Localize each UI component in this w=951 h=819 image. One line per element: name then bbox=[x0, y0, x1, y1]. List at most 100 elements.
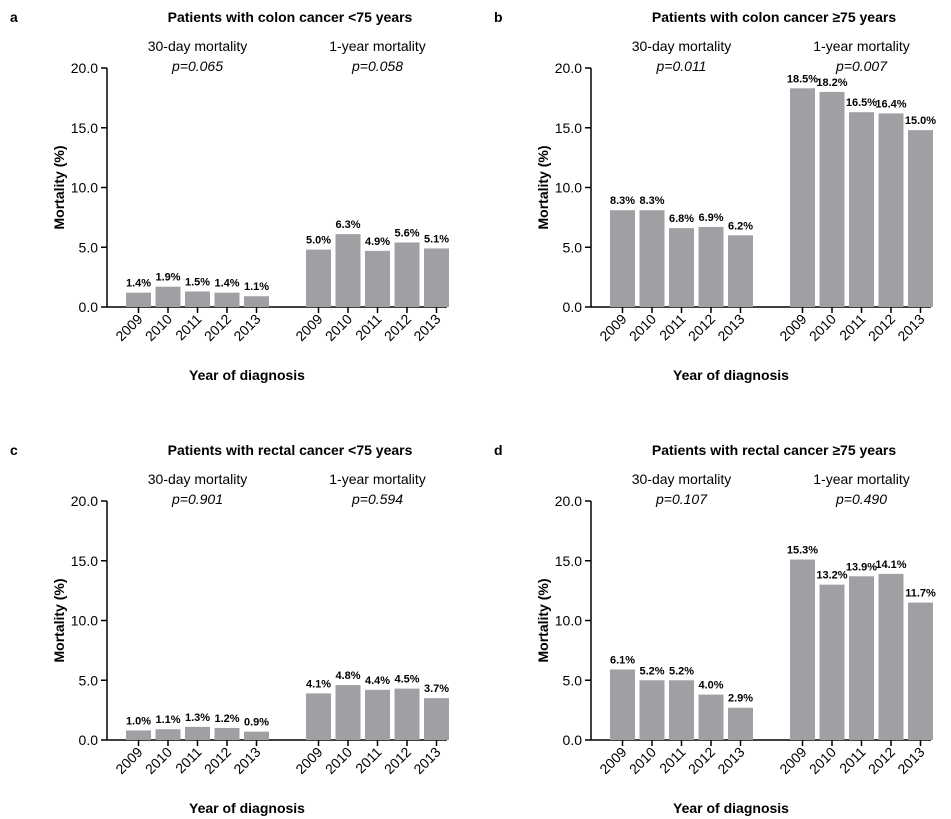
bar bbox=[849, 576, 874, 740]
bar-value-label: 16.4% bbox=[875, 98, 906, 110]
bar bbox=[214, 292, 240, 307]
bar bbox=[669, 228, 694, 307]
y-tick-label: 5.0 bbox=[79, 239, 99, 255]
chart-title: Patients with colon cancer <75 years bbox=[168, 9, 413, 25]
bar-value-label: 8.3% bbox=[610, 195, 635, 207]
bar-value-label: 13.2% bbox=[816, 570, 847, 582]
bar-value-label: 6.2% bbox=[728, 220, 753, 232]
y-tick-label: 20.0 bbox=[71, 493, 98, 509]
bar-value-label: 18.5% bbox=[787, 73, 818, 85]
x-tick-label: 2013 bbox=[894, 311, 927, 344]
bar-value-label: 5.2% bbox=[669, 665, 694, 677]
x-tick-label: 2009 bbox=[112, 744, 145, 777]
panel-letter: c bbox=[10, 442, 18, 458]
y-tick-label: 15.0 bbox=[71, 553, 98, 569]
panel-a: a Patients with colon cancer <75 years Mor… bbox=[10, 9, 449, 383]
p-value: p=0.594 bbox=[351, 491, 403, 507]
bar bbox=[306, 249, 331, 307]
bar-value-label: 11.7% bbox=[905, 588, 936, 600]
x-tick-label: 2011 bbox=[172, 744, 205, 777]
x-tick-label: 2012 bbox=[865, 744, 898, 777]
bar bbox=[878, 573, 904, 740]
bar-value-label: 1.4% bbox=[214, 278, 239, 290]
bar-value-label: 5.0% bbox=[306, 235, 331, 247]
bar bbox=[365, 250, 390, 307]
bar-value-label: 1.1% bbox=[244, 281, 269, 293]
bar bbox=[126, 292, 151, 307]
bar bbox=[335, 685, 361, 740]
x-tick-label: 2011 bbox=[656, 744, 689, 777]
x-tick-label: 2013 bbox=[714, 311, 747, 344]
x-tick-label: 2013 bbox=[410, 744, 443, 777]
bar-value-label: 1.0% bbox=[126, 715, 151, 727]
x-tick-label: 2009 bbox=[776, 744, 809, 777]
panel-c: c Patients with rectal cancer <75 years Mo… bbox=[10, 442, 449, 816]
bar-value-label: 1.3% bbox=[185, 712, 210, 724]
bar-value-label: 1.1% bbox=[155, 714, 180, 726]
bar bbox=[155, 729, 181, 740]
bar bbox=[819, 584, 845, 740]
panel-d: d Patients with rectal cancer ≥75 years Mo… bbox=[494, 442, 936, 816]
p-value: p=0.490 bbox=[835, 491, 887, 507]
x-tick-label: 2010 bbox=[322, 311, 355, 344]
y-tick-label: 10.0 bbox=[555, 180, 582, 196]
x-tick-label: 2011 bbox=[836, 744, 869, 777]
y-tick-label: 0.0 bbox=[563, 299, 583, 315]
y-tick-label: 0.0 bbox=[79, 299, 99, 315]
y-tick-label: 5.0 bbox=[563, 672, 583, 688]
x-axis-title: Year of diagnosis bbox=[673, 367, 789, 383]
bar bbox=[698, 226, 724, 307]
x-axis-title: Year of diagnosis bbox=[673, 800, 789, 816]
x-tick-label: 2010 bbox=[806, 744, 839, 777]
group-label: 1-year mortality bbox=[813, 471, 909, 487]
x-tick-label: 2009 bbox=[112, 311, 145, 344]
x-tick-label: 2012 bbox=[201, 744, 234, 777]
y-axis-title: Mortality (%) bbox=[51, 146, 67, 230]
bar-value-label: 4.5% bbox=[394, 674, 419, 686]
panel-letter: b bbox=[494, 9, 503, 25]
x-tick-label: 2010 bbox=[626, 311, 659, 344]
bar bbox=[394, 688, 420, 740]
bar bbox=[849, 112, 874, 307]
y-tick-label: 15.0 bbox=[71, 120, 98, 136]
x-axis-title: Year of diagnosis bbox=[189, 367, 305, 383]
p-value: p=0.058 bbox=[351, 58, 403, 74]
y-tick-label: 20.0 bbox=[555, 60, 582, 76]
bar bbox=[185, 726, 210, 740]
x-tick-label: 2012 bbox=[381, 311, 414, 344]
p-value: p=0.901 bbox=[171, 491, 223, 507]
group-label: 30-day mortality bbox=[148, 471, 248, 487]
chart-title: Patients with rectal cancer ≥75 years bbox=[652, 442, 896, 458]
bar-value-label: 14.1% bbox=[875, 559, 906, 571]
x-tick-label: 2009 bbox=[776, 311, 809, 344]
x-axis-title: Year of diagnosis bbox=[189, 800, 305, 816]
group-label: 1-year mortality bbox=[329, 38, 425, 54]
x-tick-label: 2010 bbox=[142, 744, 175, 777]
bar bbox=[424, 248, 449, 307]
bar-value-label: 4.1% bbox=[306, 678, 331, 690]
p-value: p=0.011 bbox=[656, 58, 707, 74]
bar-value-label: 15.3% bbox=[787, 545, 818, 557]
bar-value-label: 15.0% bbox=[905, 115, 936, 127]
y-tick-label: 5.0 bbox=[563, 239, 583, 255]
group-label: 30-day mortality bbox=[632, 38, 732, 54]
y-axis-title: Mortality (%) bbox=[51, 579, 67, 663]
x-tick-label: 2011 bbox=[656, 311, 689, 344]
bar-value-label: 4.9% bbox=[365, 236, 390, 248]
bar-value-label: 5.6% bbox=[394, 227, 419, 239]
bar-value-label: 4.4% bbox=[365, 675, 390, 687]
bar bbox=[394, 242, 420, 307]
y-axis-title: Mortality (%) bbox=[535, 146, 551, 230]
p-value: p=0.065 bbox=[171, 58, 223, 74]
x-tick-label: 2012 bbox=[685, 744, 718, 777]
bar bbox=[698, 694, 724, 740]
bar-value-label: 1.5% bbox=[185, 276, 210, 288]
bar-value-label: 1.2% bbox=[214, 713, 239, 725]
panel-letter: d bbox=[494, 442, 503, 458]
chart-title: Patients with rectal cancer <75 years bbox=[168, 442, 413, 458]
chart-title: Patients with colon cancer ≥75 years bbox=[652, 9, 896, 25]
y-axis-title: Mortality (%) bbox=[535, 579, 551, 663]
bar bbox=[185, 291, 210, 307]
bar bbox=[155, 286, 181, 307]
group-label: 30-day mortality bbox=[632, 471, 732, 487]
